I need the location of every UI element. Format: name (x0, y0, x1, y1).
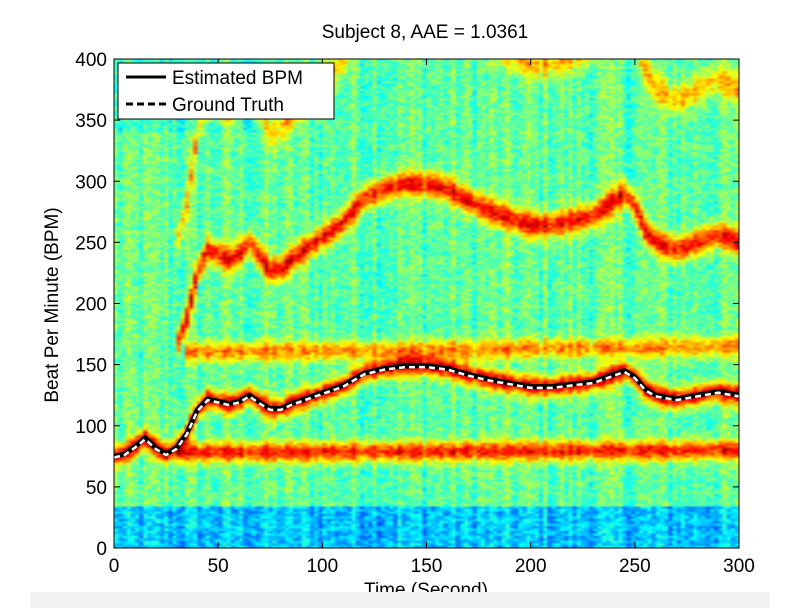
y-tick-label: 50 (86, 478, 107, 499)
y-tick-label: 300 (75, 172, 107, 193)
x-tick-label: 250 (619, 556, 651, 577)
legend-label-ground-truth: Ground Truth (172, 95, 284, 116)
series-layer (113, 363, 740, 459)
x-tick-label: 50 (208, 556, 229, 577)
heatmap (114, 59, 739, 548)
y-tick-label: 250 (75, 233, 107, 254)
footer-strip (30, 592, 770, 608)
x-tick-label: 100 (306, 556, 338, 577)
x-tick-label: 300 (723, 556, 755, 577)
chart-title: Subject 8, AAE = 1.0361 (322, 22, 529, 43)
legend-box (117, 62, 335, 120)
y-axis-label: Beat Per Minute (BPM) (42, 207, 63, 402)
x-tick-label: 200 (515, 556, 547, 577)
legend-label-estimated: Estimated BPM (172, 68, 303, 89)
x-tick-label: 150 (411, 556, 443, 577)
y-tick-label: 0 (96, 539, 107, 560)
y-tick-label: 100 (75, 417, 107, 438)
y-tick-label: 350 (75, 111, 107, 132)
legend: Estimated BPM Ground Truth (117, 62, 335, 120)
heatmap-image (114, 59, 739, 548)
y-tick-label: 200 (75, 295, 107, 316)
y-tick-label: 400 (75, 50, 107, 71)
series-line-ground-truth (113, 365, 740, 459)
axis-ticks: 0 50 100 150 200 250 300 0 50 100 150 200 250 300 350 4… (75, 50, 755, 577)
y-tick-label: 150 (75, 356, 107, 377)
x-tick-label: 0 (109, 556, 120, 577)
